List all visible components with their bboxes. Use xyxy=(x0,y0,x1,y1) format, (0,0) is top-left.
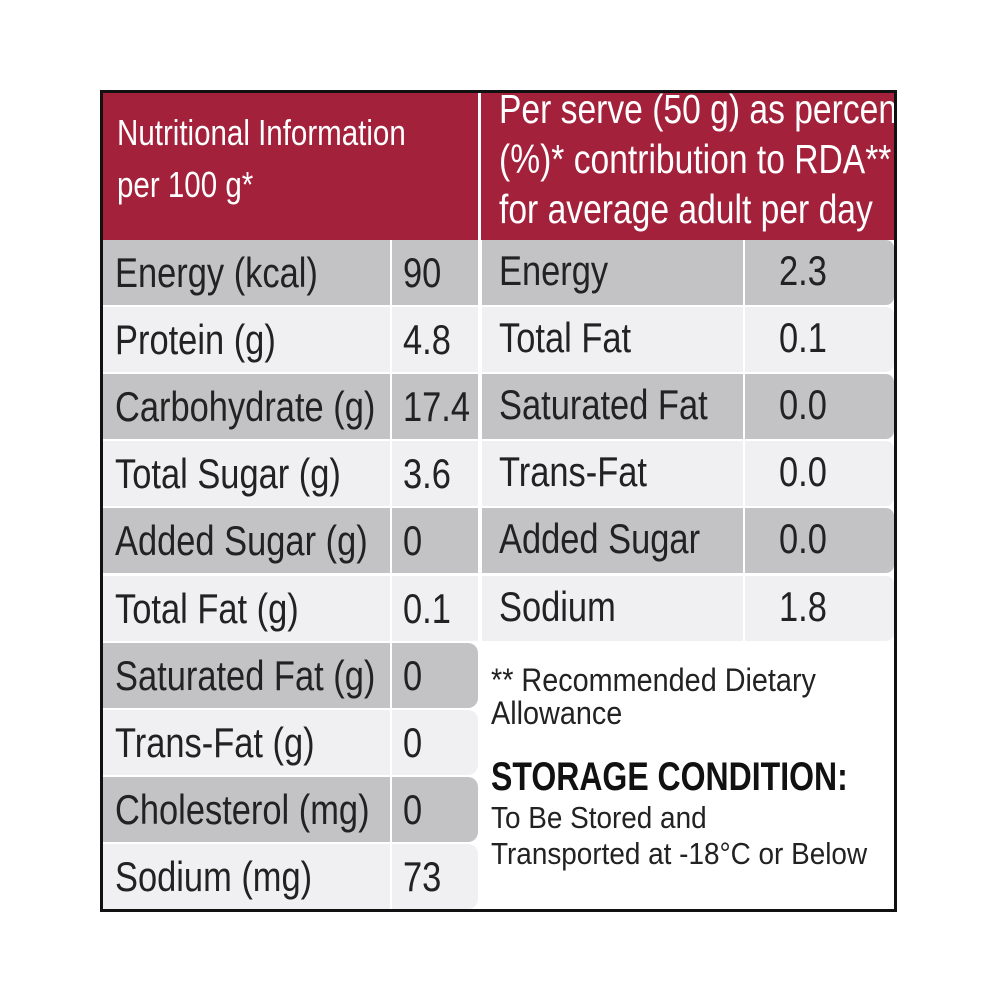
storage-text: Transported at -18°C or Below xyxy=(491,836,868,871)
header-text: Nutritional Information xyxy=(117,112,406,153)
rda-value: 2.3 xyxy=(779,247,827,294)
nutrient-name: Total Fat (g) xyxy=(115,584,299,632)
nutrient-name: Trans-Fat (g) xyxy=(115,718,315,766)
col-divider xyxy=(743,508,745,576)
row-bg xyxy=(482,508,894,574)
nutrient-value: 0 xyxy=(403,785,423,833)
left-header xyxy=(103,93,478,240)
nutrient-name: Carbohydrate (g) xyxy=(115,383,376,431)
col-divider xyxy=(390,709,392,777)
row-bg xyxy=(103,441,481,507)
rda-value: 0.0 xyxy=(779,515,827,563)
storage-title: STORAGE CONDITION: xyxy=(491,755,848,799)
rda-name: Saturated Fat xyxy=(499,381,708,429)
row-bg xyxy=(482,575,894,641)
nutrient-value: 17.4 xyxy=(403,383,471,431)
storage-text: To Be Stored and xyxy=(491,800,707,835)
row-bg xyxy=(482,374,894,440)
rda-name: Trans-Fat xyxy=(499,448,647,496)
nutrient-name: Sodium (mg) xyxy=(115,852,313,900)
nutrient-name: Cholesterol (mg) xyxy=(115,785,370,833)
col-divider xyxy=(743,441,745,509)
rda-name: Added Sugar xyxy=(499,515,701,563)
nutrient-value: 0 xyxy=(403,651,423,699)
row-bg xyxy=(103,508,481,574)
header-text: (%)* contribution to RDA** xyxy=(499,136,892,182)
col-divider xyxy=(390,642,392,710)
row-bg xyxy=(103,307,481,373)
col-divider xyxy=(390,240,392,308)
nutrient-value: 3.6 xyxy=(403,450,451,498)
nutrient-name: Saturated Fat (g) xyxy=(115,651,376,699)
rda-name: Sodium xyxy=(499,582,616,630)
nutrient-value: 73 xyxy=(403,852,442,900)
col-divider xyxy=(390,508,392,576)
header-text: for average adult per day xyxy=(499,186,873,232)
col-divider xyxy=(743,240,745,308)
nutrient-name: Protein (g) xyxy=(115,316,276,364)
footnote: ** Recommended Dietary xyxy=(491,662,816,698)
row-bg xyxy=(482,307,894,373)
row-bg xyxy=(482,240,894,306)
nutrient-value: 0 xyxy=(403,517,423,565)
row-bg xyxy=(103,575,481,641)
col-divider xyxy=(390,575,392,643)
right-header xyxy=(481,93,894,240)
table-divider xyxy=(478,93,481,909)
col-divider xyxy=(390,441,392,509)
row-bg xyxy=(482,441,894,507)
rda-name: Energy xyxy=(499,247,609,294)
nutrient-value: 4.8 xyxy=(403,316,451,364)
row-bg xyxy=(103,642,478,708)
nutrient-value: 0.1 xyxy=(403,584,451,632)
col-divider xyxy=(390,374,392,442)
nutrient-name: Energy (kcal) xyxy=(115,249,318,296)
row-bg xyxy=(103,240,481,306)
label-box: Nutritional Information per 100 g* Per ser… xyxy=(100,90,897,912)
rda-value: 0.1 xyxy=(779,314,827,362)
row-bg xyxy=(103,374,481,440)
row-bg xyxy=(103,776,478,842)
col-divider xyxy=(743,307,745,375)
row-bg xyxy=(103,709,478,775)
nutrient-value: 90 xyxy=(403,249,442,296)
footnote: Allowance xyxy=(491,695,623,731)
rda-value: 0.0 xyxy=(779,381,827,429)
rda-value: 1.8 xyxy=(779,582,827,630)
row-bg xyxy=(103,843,478,909)
col-divider xyxy=(390,776,392,844)
col-divider xyxy=(743,575,745,643)
col-divider xyxy=(390,307,392,375)
header-text: Per serve (50 g) as percent xyxy=(499,90,897,132)
col-divider xyxy=(743,374,745,442)
rda-name: Total Fat xyxy=(499,314,632,362)
rda-value: 0.0 xyxy=(779,448,827,496)
nutrient-name: Added Sugar (g) xyxy=(115,517,368,565)
nutrient-name: Total Sugar (g) xyxy=(115,450,341,498)
col-divider xyxy=(390,843,392,909)
header-text: per 100 g* xyxy=(117,164,254,205)
nutrient-value: 0 xyxy=(403,718,423,766)
